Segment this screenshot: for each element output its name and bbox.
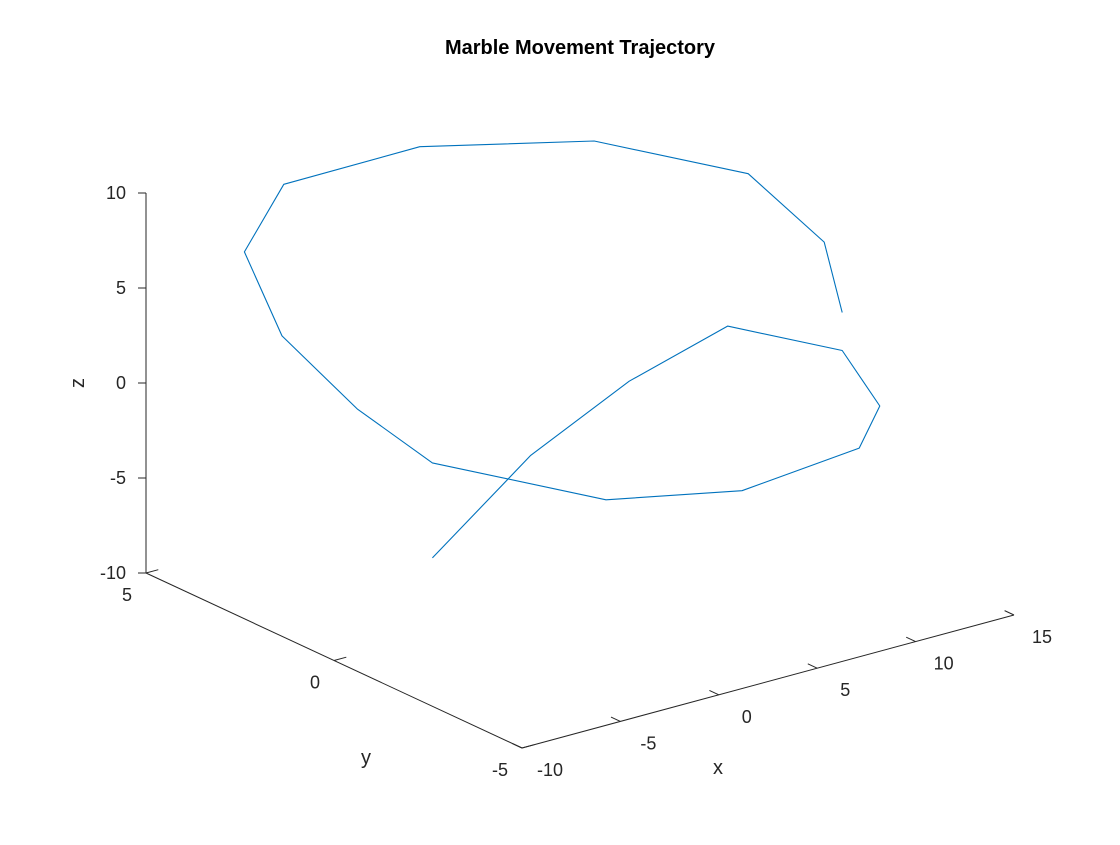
x-tick-label: 15 (1032, 627, 1052, 647)
x-tick (807, 663, 818, 669)
x-tick-label: 0 (742, 707, 752, 727)
chart-title: Marble Movement Trajectory (445, 37, 716, 59)
x-tick (905, 636, 916, 643)
y-tick (521, 744, 535, 749)
z-tick-label: 0 (116, 373, 126, 393)
x-axis-line (521, 614, 1015, 749)
y-tick (145, 569, 159, 574)
x-tick (1004, 610, 1015, 616)
data-group (243, 140, 881, 559)
y-tick-label: -5 (492, 760, 508, 780)
x-tick-label: 5 (840, 680, 850, 700)
trajectory-line (243, 140, 881, 559)
z-axis-label: z (67, 378, 89, 388)
z-tick-label: 10 (106, 183, 126, 203)
y-tick-label: 5 (122, 585, 132, 605)
x-axis-label: x (713, 757, 723, 779)
y-tick (333, 656, 347, 661)
y-tick-label: 0 (310, 673, 320, 693)
x-tick (610, 716, 621, 722)
z-tick-label: -5 (110, 468, 126, 488)
x-tick-label: -10 (537, 760, 563, 780)
x-tick-label: 10 (934, 654, 954, 674)
x-tick (512, 743, 523, 749)
z-tick-label: -10 (100, 563, 126, 583)
x-tick (709, 689, 720, 696)
x-tick-label: -5 (640, 733, 656, 753)
y-axis-label: y (361, 747, 371, 769)
z-tick-label: 5 (116, 278, 126, 298)
